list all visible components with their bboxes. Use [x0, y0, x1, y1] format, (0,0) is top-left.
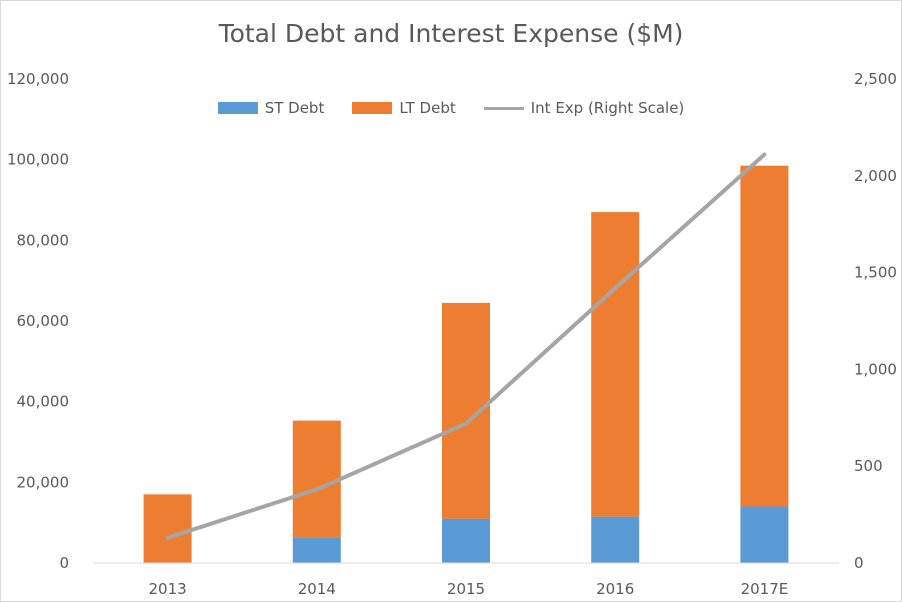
chart-title: Total Debt and Interest Expense ($M)	[218, 19, 684, 48]
bar-lt-debt-2014	[292, 420, 341, 538]
y-right-tick-label: 2,500	[854, 70, 897, 88]
axis-group: 0 20,000 40,000 60,000 80,000 100,000 120,000 0…	[7, 70, 897, 598]
legend-swatch-int-exp	[483, 106, 524, 110]
y-right-tick-label: 1,000	[854, 360, 897, 378]
legend-label-lt-debt: LT Debt	[399, 99, 456, 117]
y-left-tick-label: 40,000	[17, 393, 70, 411]
y-right-tick-label: 500	[854, 457, 883, 475]
legend-item-int-exp: Int Exp (Right Scale)	[483, 99, 685, 117]
x-tick-label: 2014	[298, 580, 336, 598]
legend-item-lt-debt: LT Debt	[352, 99, 456, 117]
y-right-tick-label: 0	[854, 554, 864, 572]
y-right-tick-label: 1,500	[854, 264, 897, 282]
legend-label-int-exp: Int Exp (Right Scale)	[530, 99, 685, 117]
legend-item-st-debt: ST Debt	[217, 99, 325, 117]
x-tick-label: 2016	[596, 580, 634, 598]
x-tick-label: 2015	[447, 580, 485, 598]
bars-group	[143, 165, 789, 563]
bar-st-debt-2015	[442, 518, 490, 563]
y-left-tick-label: 0	[59, 554, 69, 572]
line-series-int-exp-right-scale-	[165, 152, 767, 540]
bar-st-debt-2016	[591, 516, 640, 563]
bar-st-debt-2014	[292, 537, 341, 563]
y-left-tick-label: 20,000	[17, 473, 70, 491]
x-tick-label: 2017E	[741, 580, 789, 598]
bar-lt-debt-2016	[591, 212, 640, 517]
legend: ST Debt LT Debt Int Exp (Right Scale)	[1, 97, 901, 119]
bar-st-debt-2017e	[740, 506, 789, 563]
y-left-tick-label: 60,000	[17, 312, 70, 330]
legend-swatch-st-debt	[217, 102, 258, 114]
x-tick-label: 2013	[149, 580, 187, 598]
y-left-tick-label: 120,000	[7, 70, 69, 88]
bar-lt-debt-2017e	[740, 165, 789, 507]
legend-swatch-lt-debt	[352, 102, 393, 114]
bar-lt-debt-2013	[143, 494, 192, 563]
y-left-tick-label: 100,000	[7, 151, 69, 169]
legend-label-st-debt: ST Debt	[264, 99, 325, 117]
line-group	[165, 152, 767, 540]
y-right-tick-label: 2,000	[854, 167, 897, 185]
y-left-tick-label: 80,000	[17, 231, 70, 249]
